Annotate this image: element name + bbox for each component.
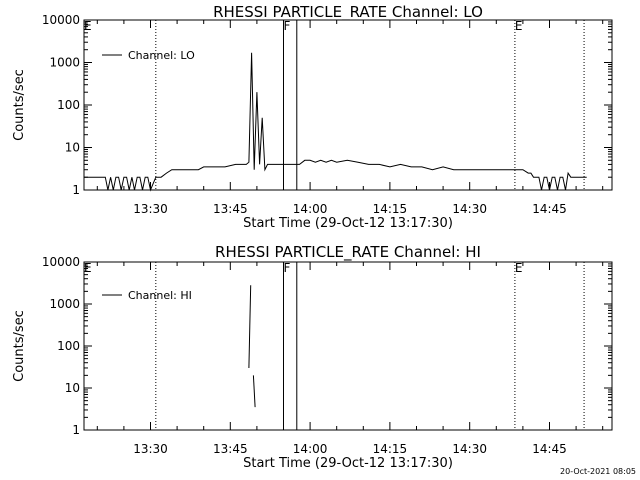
x-tick-label: 14:00 [293,202,328,216]
y-tick-label: 1 [72,423,80,437]
y-tick-label: 10 [65,141,80,155]
x-tick-label: 14:45 [532,202,567,216]
y-tick-label: 10000 [42,255,80,269]
x-tick-label: 13:45 [213,442,248,456]
x-tick-label: 14:30 [452,442,487,456]
hi-channel-panel: RHESSI PARTICLE_RATE Channel: HI 1 10 100 10… [12,243,613,471]
time-marker-label: E [84,261,92,275]
y-tick-label: 1 [72,183,80,197]
x-axis-label: Start Time (29-Oct-12 13:17:30) [243,456,453,471]
x-tick-label: 13:30 [133,202,168,216]
x-tick-label: 14:30 [452,202,487,216]
series-line [252,375,256,408]
x-tick-label: 14:45 [532,442,567,456]
y-tick-label: 100 [57,98,80,112]
legend-label: Channel: LO [128,49,195,62]
time-marker-label: F [283,261,290,275]
x-tick-label: 13:30 [133,442,168,456]
lo-channel-panel: RHESSI PARTICLE_RATE Channel: LO 1 10 100 10… [12,3,613,231]
time-marker-label: E [515,19,523,33]
y-tick-label: 100 [57,339,80,353]
time-marker-label: F [283,19,290,33]
series-line [248,285,252,369]
time-marker-label: E [84,19,92,33]
y-tick-label: 10 [65,381,80,395]
y-axis-label: Counts/sec [12,69,27,141]
chart-title: RHESSI PARTICLE_RATE Channel: HI [215,243,481,262]
generated-timestamp: 20-Oct-2021 08:05 [560,467,636,476]
series-line [84,52,587,192]
legend-label: Channel: HI [128,289,192,302]
x-tick-label: 14:00 [293,442,328,456]
plot-frame [83,19,613,191]
x-tick-label: 13:45 [213,202,248,216]
x-tick-label: 14:15 [373,202,408,216]
y-tick-label: 1000 [49,297,80,311]
chart-title: RHESSI PARTICLE_RATE Channel: LO [213,3,483,22]
x-axis-label: Start Time (29-Oct-12 13:17:30) [243,216,453,231]
y-axis-label: Counts/sec [12,310,27,382]
plot-frame [83,261,613,431]
y-tick-label: 1000 [49,56,80,70]
time-marker-label: E [515,261,523,275]
x-tick-label: 14:15 [373,442,408,456]
y-tick-label: 10000 [42,13,80,27]
